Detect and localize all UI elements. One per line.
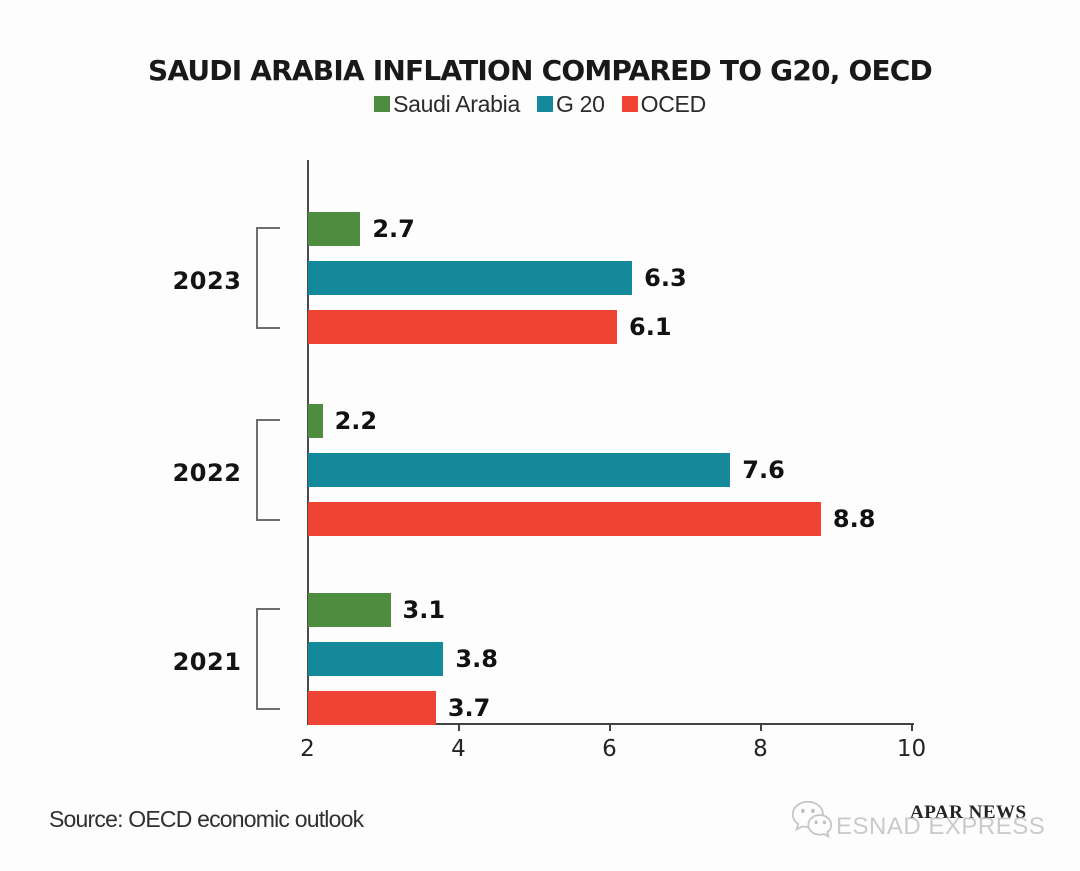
year-bracket-2021 xyxy=(255,608,280,610)
legend-swatch xyxy=(536,96,553,112)
bar-2022-g-20 xyxy=(307,453,731,487)
x-tick-mark xyxy=(910,724,913,731)
bar-2022-saudi-arabia xyxy=(307,404,323,438)
bar-value-label: 2.2 xyxy=(334,407,378,435)
x-tick-label: 4 xyxy=(451,736,466,762)
chart-title: SAUDI ARABIA INFLATION COMPARED TO G20, … xyxy=(147,54,933,87)
year-bracket-2022 xyxy=(255,419,258,521)
legend-swatch xyxy=(621,96,638,112)
year-bracket-2022 xyxy=(255,519,280,521)
legend-label: OCED xyxy=(640,90,707,117)
bar-value-label: 3.1 xyxy=(402,596,446,624)
year-label-2022: 2022 xyxy=(172,459,242,487)
year-bracket-2021 xyxy=(255,708,280,710)
legend-label: G 20 xyxy=(555,90,605,117)
bar-value-label: 3.8 xyxy=(455,645,498,673)
year-label-2023: 2023 xyxy=(172,267,242,295)
year-bracket-2021 xyxy=(255,608,258,710)
year-label-2021: 2021 xyxy=(172,648,242,676)
year-bracket-2022 xyxy=(255,419,280,421)
x-tick-label: 10 xyxy=(896,736,927,762)
bar-2023-oced xyxy=(307,310,618,344)
legend-item-saudi-arabia: Saudi Arabia xyxy=(374,91,520,118)
x-axis-line xyxy=(306,722,914,725)
bar-value-label: 8.8 xyxy=(832,505,876,533)
legend-label: Saudi Arabia xyxy=(393,90,520,117)
year-bracket-2023 xyxy=(255,227,280,229)
watermark-apar-news: APAR NEWS xyxy=(910,802,1027,823)
bar-2021-saudi-arabia xyxy=(307,593,391,627)
x-tick-label: 2 xyxy=(300,736,315,762)
bar-2022-oced xyxy=(307,502,821,536)
x-tick-mark xyxy=(457,724,460,731)
year-bracket-2023 xyxy=(255,227,258,329)
legend-item-g-20: G 20 xyxy=(536,90,605,118)
x-tick-mark xyxy=(608,724,611,731)
watermark-esnad-express: ESNAD EXPRESS xyxy=(836,813,1046,840)
x-tick-label: 6 xyxy=(602,736,617,762)
x-tick-label: 8 xyxy=(753,736,768,762)
legend-item-oced: OCED xyxy=(621,90,707,118)
bar-value-label: 6.3 xyxy=(644,264,687,292)
bar-2023-g-20 xyxy=(307,261,633,295)
year-bracket-2023 xyxy=(255,327,280,329)
bar-2021-g-20 xyxy=(307,642,444,676)
bar-value-label: 3.7 xyxy=(447,694,491,722)
x-tick-mark xyxy=(759,724,762,731)
bar-value-label: 6.1 xyxy=(629,313,672,341)
legend-swatch xyxy=(374,96,391,112)
y-axis-line xyxy=(306,160,309,724)
source-note: Source: OECD economic outlook xyxy=(49,806,364,832)
bar-value-label: 7.6 xyxy=(742,456,785,484)
wechat-icon xyxy=(791,800,833,839)
bar-2023-saudi-arabia xyxy=(307,212,361,246)
chart-legend: Saudi Arabia G 20 OCED xyxy=(0,90,1080,118)
bar-2021-oced xyxy=(307,691,436,725)
bar-value-label: 2.7 xyxy=(372,215,415,243)
